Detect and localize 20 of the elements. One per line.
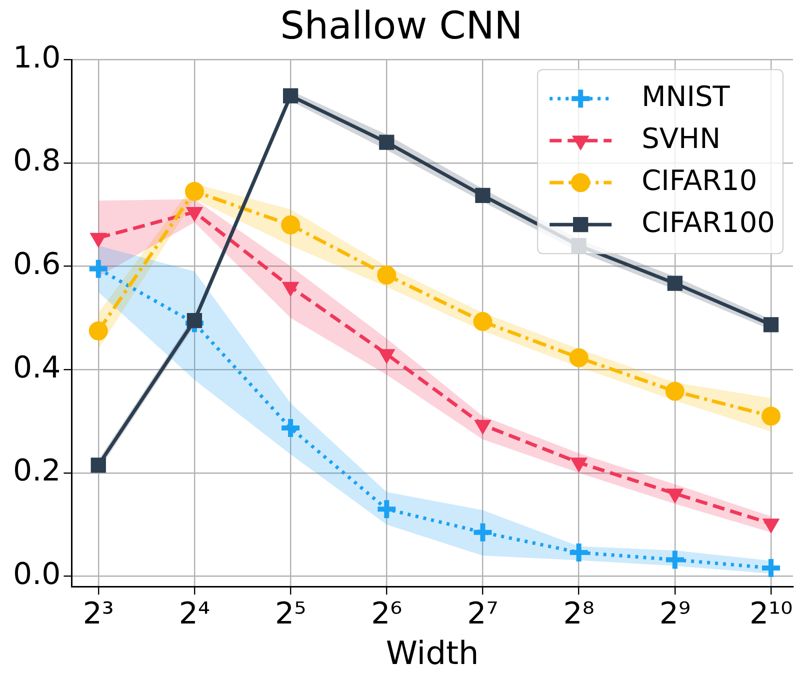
x-axis-title: Width [386,634,479,672]
y-tick-label: 0.0 [12,557,61,592]
y-tick-label: 0.2 [12,454,61,489]
x-tick-label: 2¹⁰ [749,596,793,632]
y-tick-label: 1.0 [12,40,61,76]
legend-label: CIFAR100 [642,206,776,239]
x-tick-label: 2³ [82,596,114,632]
y-tick-label: 0.4 [12,350,61,386]
chart-title: Shallow CNN [280,4,523,48]
x-tick-label: 2⁸ [563,596,594,632]
legend-label: SVHN [642,122,721,155]
x-tick-label: 2⁹ [659,596,690,632]
x-tick-label: 2⁷ [467,596,498,632]
y-tick-label: 0.8 [12,144,61,179]
x-tick-label: 2⁶ [371,596,402,632]
legend-label: MNIST [642,80,731,113]
legend-label: CIFAR10 [642,164,758,197]
y-tick-label: 0.6 [12,247,61,282]
x-tick-label: 2⁵ [274,596,306,632]
x-tick-label: 2⁴ [178,596,210,632]
